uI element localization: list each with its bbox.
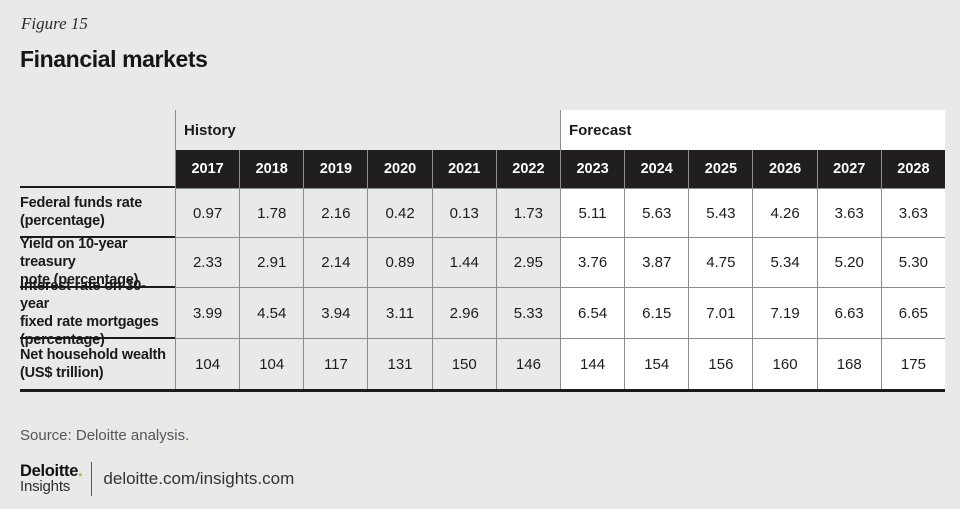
value-cell: 3.63 xyxy=(880,188,945,238)
value-cell: 154 xyxy=(624,339,689,389)
band-spacer xyxy=(20,110,175,150)
brand-green-dot: . xyxy=(78,462,83,480)
value-cell: 5.34 xyxy=(752,238,817,288)
value-cell: 160 xyxy=(752,339,817,389)
year-header-2017: 2017 xyxy=(175,150,240,188)
brand-insights: Insights xyxy=(20,478,71,495)
value-cell: 6.15 xyxy=(624,288,689,339)
row-label: Federal funds rate (percentage) xyxy=(20,188,175,238)
value-cell: 3.76 xyxy=(559,238,625,288)
year-header-2021: 2021 xyxy=(431,150,496,188)
value-cell: 5.43 xyxy=(688,188,753,238)
value-cell: 6.54 xyxy=(559,288,625,339)
year-header-2022: 2022 xyxy=(495,150,560,188)
row-label: Yield on 10-year treasury note (percenta… xyxy=(20,236,175,288)
value-cell: 146 xyxy=(495,339,560,389)
value-cell: 175 xyxy=(880,339,945,389)
brand-name: Deloitte xyxy=(20,462,79,480)
year-header-2023: 2023 xyxy=(559,150,625,188)
deloitte-insights-logo: Deloitte. Insights xyxy=(20,462,83,495)
value-cell: 3.87 xyxy=(624,238,689,288)
figure-label: Figure 15 xyxy=(21,14,88,33)
value-cell: 4.54 xyxy=(239,288,304,339)
value-cell: 3.94 xyxy=(303,288,368,339)
value-cell: 168 xyxy=(816,339,881,389)
value-cell: 3.11 xyxy=(367,288,432,339)
value-cell: 0.13 xyxy=(431,188,496,238)
value-cell: 104 xyxy=(239,339,303,389)
value-cell: 2.33 xyxy=(175,238,240,288)
value-cell: 4.26 xyxy=(752,188,817,238)
history-section-header: History xyxy=(175,110,560,150)
value-cell: 4.75 xyxy=(688,238,753,288)
value-cell: 2.91 xyxy=(239,238,304,288)
source-note: Source: Deloitte analysis. xyxy=(20,427,190,444)
value-cell: 0.42 xyxy=(367,188,432,238)
value-cell: 5.20 xyxy=(816,238,881,288)
value-cell: 0.89 xyxy=(367,238,432,288)
page-title: Financial markets xyxy=(20,46,208,72)
year-header-2028: 2028 xyxy=(880,150,945,188)
year-header-2027: 2027 xyxy=(816,150,881,188)
year-header-2024: 2024 xyxy=(624,150,689,188)
value-cell: 156 xyxy=(688,339,753,389)
forecast-section-header: Forecast xyxy=(559,110,945,150)
row-label: Net household wealth (US$ trillion) xyxy=(20,347,166,381)
value-cell: 2.16 xyxy=(303,188,368,238)
value-cell: 144 xyxy=(559,339,625,389)
footer: Deloitte. Insights deloitte.com/insights… xyxy=(20,462,294,496)
value-cell: 3.63 xyxy=(816,188,881,238)
value-cell: 5.63 xyxy=(624,188,689,238)
year-header-2026: 2026 xyxy=(752,150,817,188)
year-header-2018: 2018 xyxy=(239,150,304,188)
value-cell: 0.97 xyxy=(175,188,240,238)
year-header-2019: 2019 xyxy=(303,150,368,188)
value-cell: 5.30 xyxy=(880,238,945,288)
value-cell: 7.19 xyxy=(752,288,817,339)
value-cell: 1.73 xyxy=(495,188,560,238)
label-column-underline xyxy=(20,150,175,188)
value-cell: 2.14 xyxy=(303,238,368,288)
value-cell: 131 xyxy=(367,339,431,389)
row-label: Interest rate on 30-year fixed rate mort… xyxy=(20,278,175,348)
value-cell: 104 xyxy=(175,339,239,389)
value-cell: 2.96 xyxy=(431,288,496,339)
value-cell: 2.95 xyxy=(495,238,560,288)
value-cell: 6.65 xyxy=(880,288,945,339)
value-cell: 3.99 xyxy=(175,288,240,339)
value-cell: 117 xyxy=(303,339,367,389)
value-cell: 1.44 xyxy=(431,238,496,288)
value-cell: 7.01 xyxy=(688,288,753,339)
brand-wordmark: Deloitte. xyxy=(20,462,83,480)
value-cell: 5.33 xyxy=(495,288,560,339)
year-header-2020: 2020 xyxy=(367,150,432,188)
footer-divider xyxy=(91,462,93,496)
value-cell: 1.78 xyxy=(239,188,304,238)
value-cell: 6.63 xyxy=(816,288,881,339)
financial-markets-table: History Forecast 2017 2018 2019 2020 2021 202… xyxy=(20,110,945,392)
value-cell: 150 xyxy=(431,339,496,389)
year-header-2025: 2025 xyxy=(688,150,753,188)
footer-url: deloitte.com/insights.com xyxy=(103,469,295,488)
value-cell: 5.11 xyxy=(559,188,625,238)
